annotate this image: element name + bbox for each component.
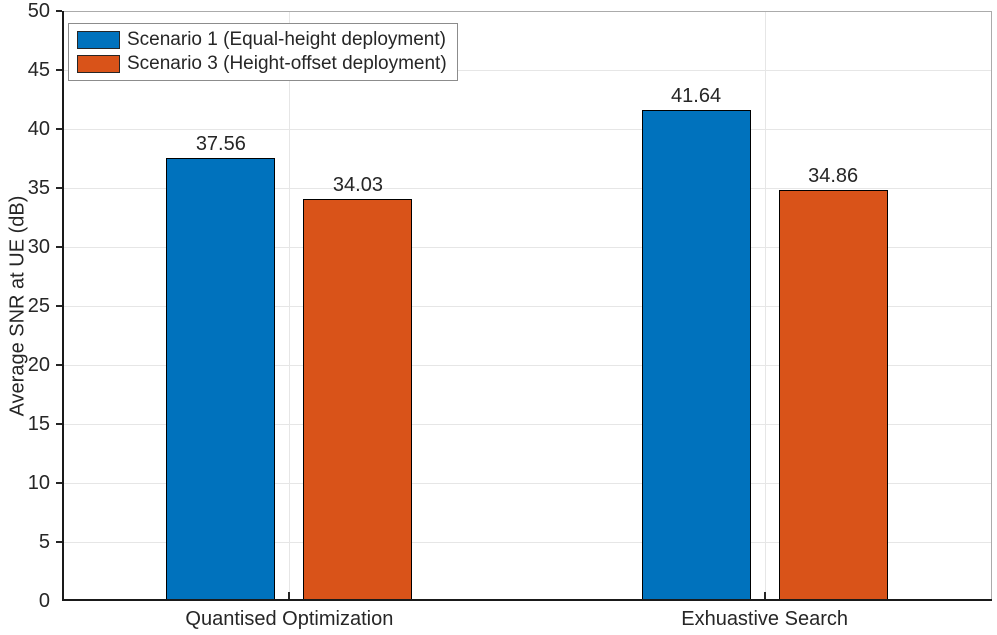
y-tick-label: 15 — [27, 413, 50, 435]
bar-value-label: 34.86 — [808, 164, 859, 187]
y-tick — [56, 10, 62, 12]
gridline-v — [764, 11, 766, 601]
y-tick-label: 35 — [27, 177, 50, 199]
x-tick-label: Quantised Optimization — [185, 608, 394, 630]
legend-label-scenario-1: Scenario 1 (Equal-height deployment) — [127, 29, 446, 50]
gridline-h — [62, 247, 992, 248]
y-tick — [56, 305, 62, 307]
y-tick-label: 45 — [27, 59, 50, 81]
legend-swatch-scenario-1 — [77, 31, 120, 49]
x-tick — [288, 592, 291, 599]
y-tick — [56, 364, 62, 366]
y-tick-label: 50 — [27, 0, 50, 22]
y-tick-label: 20 — [27, 354, 50, 376]
gridline-v — [289, 11, 291, 601]
bar-series1-cat2 — [641, 109, 751, 601]
legend: Scenario 1 (Equal-height deployment) Sce… — [68, 23, 458, 81]
y-tick-label: 40 — [27, 118, 50, 140]
gridline-h — [62, 365, 992, 366]
bar-value-label: 34.03 — [332, 174, 383, 197]
y-tick-label: 25 — [27, 295, 50, 317]
y-tick — [56, 128, 62, 130]
bar-value-label: 37.56 — [195, 132, 246, 155]
gridline-h — [62, 483, 992, 484]
gridline-h — [62, 70, 992, 71]
y-tick — [56, 541, 62, 543]
gridline-h — [62, 188, 992, 189]
gridline-h — [62, 424, 992, 425]
axis-border-top — [62, 11, 992, 12]
axis-border-right — [991, 11, 992, 601]
x-tick-label: Exhuastive Search — [681, 608, 848, 630]
y-tick — [56, 69, 62, 71]
gridline-h — [62, 306, 992, 307]
legend-item-scenario-1: Scenario 1 (Equal-height deployment) — [77, 28, 447, 52]
bar-value-label: 41.64 — [671, 84, 722, 107]
x-axis-line — [62, 599, 992, 601]
legend-swatch-scenario-3 — [77, 55, 120, 73]
x-tick — [763, 592, 766, 599]
y-tick — [56, 246, 62, 248]
legend-label-scenario-3: Scenario 3 (Height-offset deployment) — [127, 53, 447, 74]
y-tick — [56, 423, 62, 425]
bar-series2-cat2 — [778, 189, 888, 601]
bar-series2-cat1 — [303, 199, 413, 601]
y-tick — [56, 482, 62, 484]
y-tick-label: 30 — [27, 236, 50, 258]
y-tick-label: 10 — [27, 472, 50, 494]
bar-series1-cat1 — [166, 157, 276, 601]
gridline-h — [62, 129, 992, 130]
plot-area: 37.56 41.64 34.03 34.86 Scenario 1 (Equal-h… — [62, 11, 992, 601]
y-tick — [56, 187, 62, 189]
gridline-h — [62, 542, 992, 543]
y-tick-label: 5 — [38, 531, 50, 553]
y-axis-line — [62, 11, 64, 601]
y-tick-label: 0 — [38, 590, 50, 612]
legend-item-scenario-3: Scenario 3 (Height-offset deployment) — [77, 52, 447, 76]
